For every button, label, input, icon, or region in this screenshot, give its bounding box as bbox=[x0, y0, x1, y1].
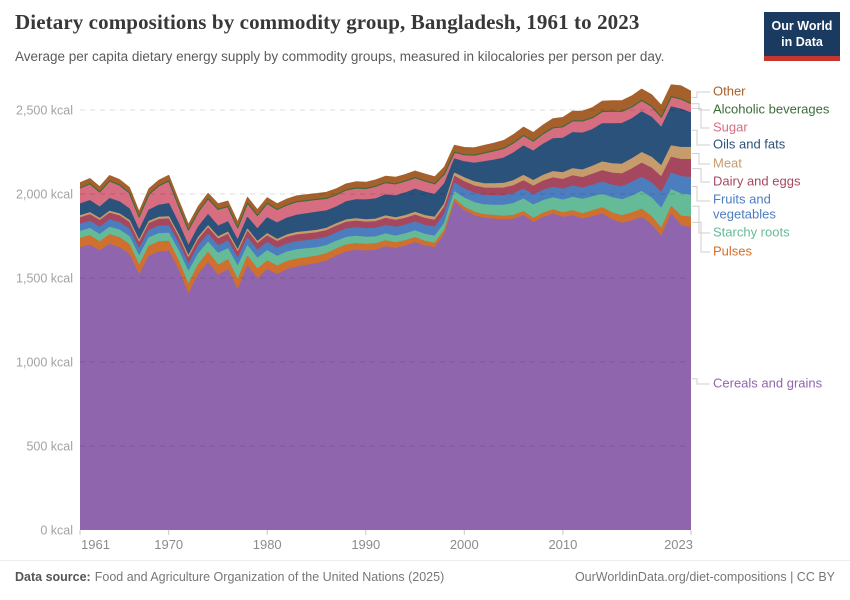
x-tick-label-2010: 2010 bbox=[548, 537, 577, 552]
area-edge-other bbox=[79, 84, 692, 226]
y-tick-label-1500: 1,500 kcal bbox=[16, 272, 73, 286]
legend-connector-dairy_eggs bbox=[692, 168, 710, 183]
legend-connector-fruits_veg bbox=[692, 186, 710, 202]
legend-label-cereals[interactable]: Cereals and grains bbox=[713, 375, 823, 391]
area-layers bbox=[80, 85, 691, 530]
legend-connector-oils_fats bbox=[692, 129, 710, 146]
area-edge-pulses bbox=[79, 198, 692, 286]
chart-footer: Data source: Food and Agriculture Organiz… bbox=[0, 560, 850, 600]
area-top-edges bbox=[79, 84, 692, 296]
data-source-text: Food and Agriculture Organization of the… bbox=[94, 569, 445, 584]
y-tick-label-1000: 1,000 kcal bbox=[16, 356, 73, 370]
area-edge-oils_fats bbox=[79, 106, 692, 247]
area-fruits_veg[interactable] bbox=[80, 173, 691, 273]
chart-subtitle: Average per capita dietary energy supply… bbox=[15, 49, 665, 64]
legend-connector-pulses bbox=[692, 221, 710, 253]
area-starchy_roots[interactable] bbox=[80, 189, 691, 285]
y-tick-label-500: 500 kcal bbox=[26, 440, 73, 454]
page-title: Dietary compositions by commodity group,… bbox=[15, 10, 640, 34]
legend-connector-starchy_roots bbox=[692, 205, 710, 234]
legend-connector-meat bbox=[692, 153, 710, 165]
legend-connector-other bbox=[692, 91, 710, 98]
x-tick-label-1990: 1990 bbox=[351, 537, 380, 552]
legend-connectors bbox=[692, 91, 710, 385]
logo-line1: Our World bbox=[771, 19, 833, 33]
x-tick-label-2023: 2023 bbox=[664, 537, 693, 552]
area-other[interactable] bbox=[80, 85, 691, 230]
legend-connector-sugar bbox=[692, 107, 710, 129]
x-axis: 1961 1970 1980 1990 2000 2010 2023 bbox=[79, 530, 693, 552]
area-edge-starchy_roots bbox=[79, 189, 692, 273]
area-edge-dairy_eggs bbox=[79, 156, 691, 259]
legend-label-other[interactable]: Other bbox=[713, 83, 746, 99]
x-tick-label-2000: 2000 bbox=[450, 537, 479, 552]
x-tick-label-1980: 1980 bbox=[253, 537, 282, 552]
gridlines bbox=[80, 109, 691, 447]
x-tick-label-1970: 1970 bbox=[154, 537, 183, 552]
area-cereals[interactable] bbox=[80, 202, 691, 530]
legend-label-dairy_eggs[interactable]: Dairy and eggs bbox=[713, 173, 801, 189]
owid-logo-text: Our World in Data bbox=[764, 12, 840, 56]
logo-red-bar bbox=[764, 55, 840, 61]
legend-label-oils_fats[interactable]: Oils and fats bbox=[713, 136, 786, 152]
area-edge-meat bbox=[79, 145, 692, 257]
area-sugar[interactable] bbox=[80, 96, 691, 247]
y-tick-label-2500: 2,500 kcal bbox=[16, 104, 73, 118]
y-axis: 0 kcal 500 kcal 1,000 kcal 1,500 kcal 2,000 … bbox=[16, 104, 73, 538]
logo-line2: in Data bbox=[781, 35, 823, 50]
legend-label-sugar[interactable]: Sugar bbox=[713, 119, 748, 135]
data-source-label: Data source: bbox=[15, 569, 91, 584]
legend-label-alcohol[interactable]: Alcoholic beverages bbox=[713, 101, 830, 117]
legend-label-fruits_veg[interactable]: Fruits and vegetables bbox=[713, 191, 776, 221]
area-edge-alcohol bbox=[79, 96, 692, 231]
area-edge-cereals bbox=[79, 201, 692, 296]
footer-credit-link[interactable]: OurWorldinData.org/diet-compositions | C… bbox=[574, 569, 835, 584]
legend-connector-cereals bbox=[692, 378, 710, 385]
legend-label-pulses[interactable]: Pulses bbox=[713, 243, 753, 259]
y-tick-label-0: 0 kcal bbox=[40, 524, 73, 538]
legend-label-meat[interactable]: Meat bbox=[713, 155, 742, 171]
legend-label-starchy_roots[interactable]: Starchy roots bbox=[713, 224, 790, 240]
area-edge-fruits_veg bbox=[79, 172, 692, 266]
area-oils_fats[interactable] bbox=[80, 107, 691, 257]
y-tick-label-2000: 2,000 kcal bbox=[16, 188, 73, 202]
data-source: Data source: Food and Agriculture Organiz… bbox=[15, 570, 444, 584]
legend-connector-alcohol bbox=[692, 103, 710, 111]
owid-logo: Our World in Data bbox=[764, 12, 840, 61]
x-tick-label-1961: 1961 bbox=[81, 537, 110, 552]
